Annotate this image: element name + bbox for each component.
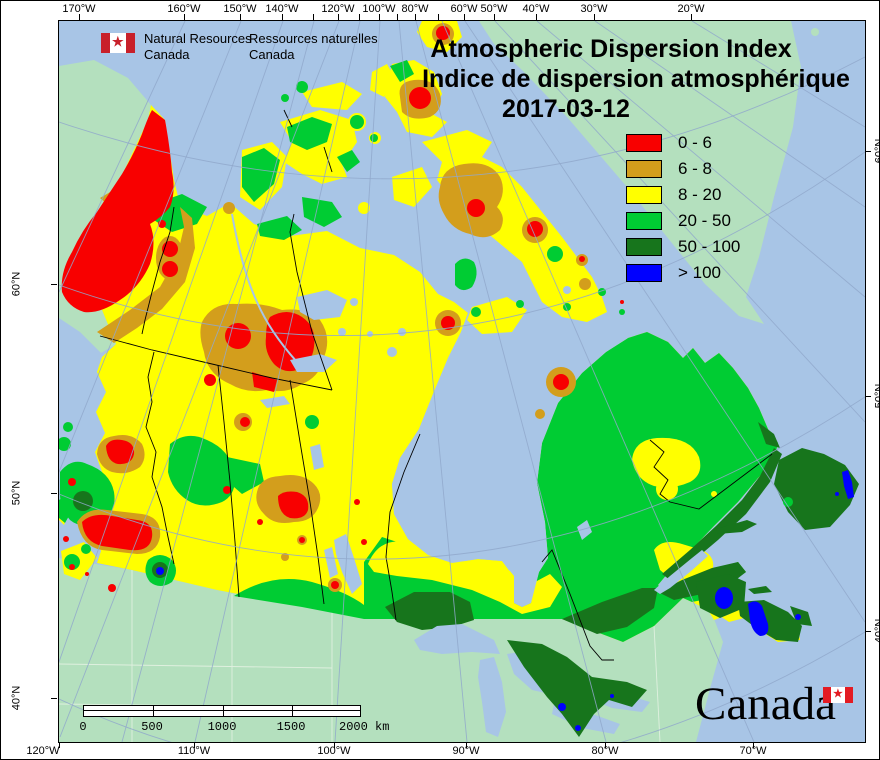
- axis-label-top: 120°W: [321, 3, 355, 15]
- nrcan-logo-text-en: Natural Resources Canada: [144, 31, 252, 62]
- axis-label-top: 170°W: [62, 3, 96, 15]
- axis-label-top: 30°W: [580, 3, 608, 15]
- axis-tick: [51, 493, 57, 494]
- axis-tick: [379, 14, 380, 20]
- scale-label: 500: [141, 720, 163, 734]
- axis-label-bottom: 110°W: [177, 745, 211, 757]
- axis-tick: [313, 14, 314, 20]
- axis-tick: [397, 14, 398, 20]
- axis-tick: [466, 742, 467, 748]
- axis-tick: [240, 14, 241, 20]
- red-regions: [61, 26, 624, 592]
- axis-label-top: 60°W: [450, 3, 478, 15]
- map-date: 2017-03-12: [502, 95, 630, 123]
- wordmark-flag-icon: ★: [823, 687, 853, 703]
- southern-ontario: [507, 640, 647, 737]
- legend-swatch: [626, 212, 662, 230]
- legend-swatch: [626, 238, 662, 256]
- axis-label-bottom: 70°W: [739, 745, 767, 757]
- nrcan-logo-text-fr: Ressources naturelles Canada: [249, 31, 378, 62]
- axis-label-top: 140°W: [265, 3, 299, 15]
- axis-tick: [334, 742, 335, 748]
- blue-regions: [156, 470, 854, 731]
- axis-tick: [691, 14, 692, 20]
- map-title-en: Atmospheric Dispersion Index: [430, 35, 792, 63]
- legend-label: > 100: [678, 263, 722, 282]
- legend-swatch: [626, 160, 662, 178]
- axis-label-top: 160°W: [167, 3, 201, 15]
- legend-label: 8 - 20: [678, 185, 722, 204]
- southampton-island: [467, 297, 527, 334]
- hudson-lowlands: [368, 541, 562, 614]
- legend-item: 0 - 6: [626, 133, 713, 152]
- axis-label-top: 80°W: [401, 3, 429, 15]
- axis-tick: [865, 396, 871, 397]
- nrcan-logo: ★: [101, 33, 135, 53]
- axis-tick: [536, 14, 537, 20]
- axis-tick: [415, 14, 416, 20]
- axis-tick: [59, 742, 60, 748]
- legend-label: 50 - 100: [678, 237, 741, 256]
- scale-label: 1000: [207, 720, 237, 734]
- provincial-borders: [99, 109, 773, 661]
- legend-item: 50 - 100: [626, 237, 741, 256]
- axis-tick: [494, 14, 495, 20]
- axis-tick: [605, 742, 606, 748]
- axis-label-left: 60°N: [10, 271, 23, 297]
- axis-label-top: 100°W: [362, 3, 396, 15]
- scale-bar: [83, 705, 361, 717]
- axis-label-top: 20°W: [677, 3, 705, 15]
- axis-label-top: 50°W: [480, 3, 508, 15]
- axis-tick: [865, 631, 871, 632]
- axis-label-bottom: 90°W: [452, 745, 480, 757]
- map-frame: [58, 20, 866, 743]
- legend-item: 20 - 50: [626, 211, 731, 230]
- axis-tick: [51, 284, 57, 285]
- axis-tick: [464, 14, 465, 20]
- legend-swatch: [626, 134, 662, 152]
- axis-tick: [79, 14, 80, 20]
- axis-label-bottom: 120°W: [26, 745, 60, 757]
- axis-label-top: 40°W: [522, 3, 550, 15]
- legend-swatch: [626, 264, 662, 282]
- axis-label-right: 50°N: [873, 383, 880, 409]
- axis-label-bottom: 80°W: [591, 745, 619, 757]
- axis-label-right: 40°N: [873, 618, 880, 644]
- axis-tick: [282, 14, 283, 20]
- axis-tick: [338, 14, 339, 20]
- axis-tick: [184, 14, 185, 20]
- canada-flag-icon: ★: [101, 33, 135, 53]
- scale-label: 0: [79, 720, 87, 734]
- scale-label: 1500: [276, 720, 306, 734]
- axis-label-top: 150°W: [223, 3, 257, 15]
- map-canvas: [59, 21, 865, 742]
- legend-label: 6 - 8: [678, 159, 713, 178]
- map-title-fr: Indice de dispersion atmosphérique: [422, 65, 850, 93]
- legend-label: 0 - 6: [678, 133, 713, 152]
- legend-swatch: [626, 186, 662, 204]
- axis-tick: [194, 742, 195, 748]
- axis-label-left: 40°N: [10, 685, 23, 711]
- axis-tick: [753, 742, 754, 748]
- legend-item: > 100: [626, 263, 722, 282]
- axis-label-left: 50°N: [10, 480, 23, 506]
- axis-tick: [865, 151, 871, 152]
- axis-tick: [438, 14, 439, 20]
- axis-tick: [359, 14, 360, 20]
- scale-label: 2000 km: [339, 720, 390, 734]
- axis-tick: [51, 698, 57, 699]
- legend-label: 20 - 50: [678, 211, 731, 230]
- graticule: [59, 21, 865, 742]
- canada-wordmark: Canada: [695, 678, 836, 730]
- axis-tick: [594, 14, 595, 20]
- axis-label-right: 60°N: [873, 138, 880, 164]
- legend-item: 8 - 20: [626, 185, 722, 204]
- legend-item: 6 - 8: [626, 159, 713, 178]
- axis-label-bottom: 100°W: [317, 745, 351, 757]
